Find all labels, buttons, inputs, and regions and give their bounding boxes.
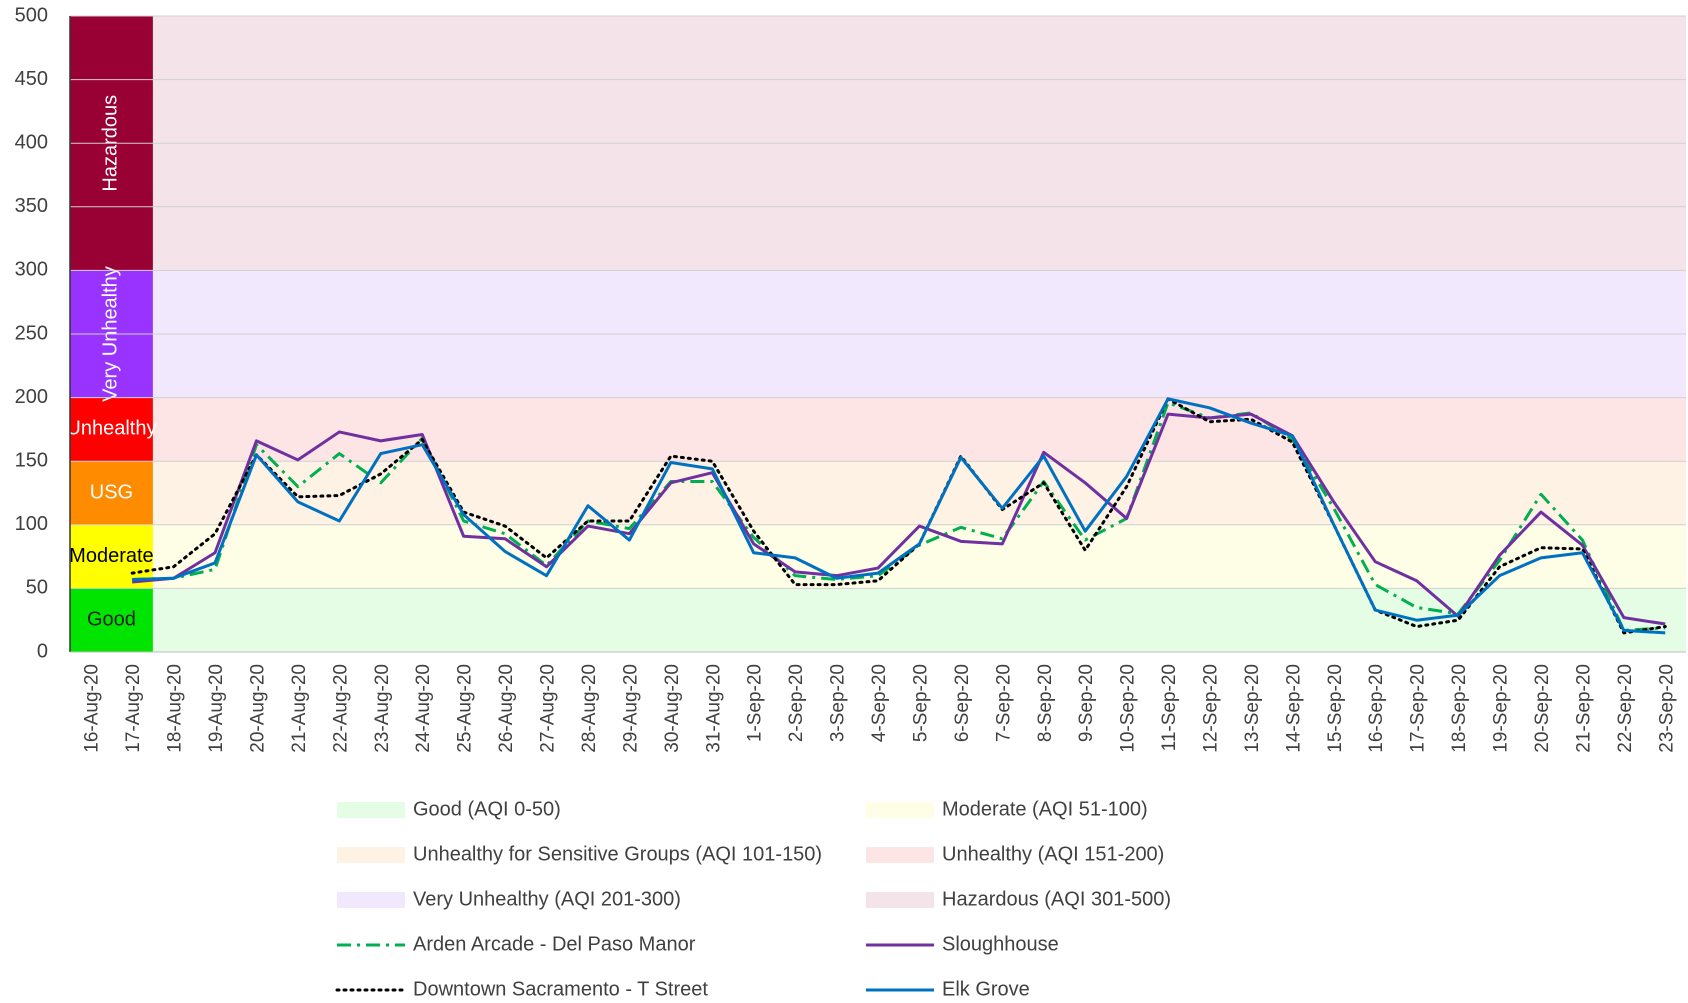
aqi-band — [70, 397, 1686, 462]
x-tick-label: 9-Sep-20 — [1076, 664, 1097, 742]
x-tick-label: 30-Aug-20 — [662, 664, 683, 753]
x-tick-label: 5-Sep-20 — [910, 664, 931, 742]
legend-label: Hazardous (AQI 301-500) — [942, 888, 1171, 910]
x-tick-label: 14-Sep-20 — [1283, 664, 1304, 753]
legend-label: Downtown Sacramento - T Street — [413, 978, 708, 1000]
x-tick-label: 10-Sep-20 — [1118, 664, 1139, 753]
x-tick-label: 3-Sep-20 — [828, 664, 849, 742]
x-tick-label: 17-Aug-20 — [123, 664, 144, 753]
aqi-strip — [70, 397, 153, 462]
x-tick-label: 22-Sep-20 — [1615, 664, 1636, 753]
x-tick-label: 16-Sep-20 — [1366, 664, 1387, 753]
aqi-band — [70, 461, 1686, 525]
x-tick-label: 21-Aug-20 — [289, 664, 310, 753]
x-tick-label: 17-Sep-20 — [1408, 664, 1429, 753]
x-tick-label: 18-Sep-20 — [1449, 664, 1470, 753]
legend-label: Elk Grove — [942, 978, 1030, 1000]
aqi-strip — [70, 588, 153, 652]
x-tick-label: 19-Sep-20 — [1491, 664, 1512, 753]
y-tick-label: 50 — [26, 577, 48, 599]
y-tick-label: 0 — [37, 640, 48, 662]
aqi-strip-label: Good — [87, 608, 136, 630]
y-tick-label: 250 — [15, 322, 48, 344]
aqi-strip — [70, 461, 153, 525]
legend-label: Good (AQI 0-50) — [413, 798, 561, 820]
legend-swatch — [337, 802, 405, 818]
legend-swatch — [337, 847, 405, 863]
x-tick-label: 19-Aug-20 — [206, 664, 227, 753]
legend-label: Unhealthy (AQI 151-200) — [942, 843, 1164, 865]
x-tick-label: 31-Aug-20 — [703, 664, 724, 753]
x-tick-label: 12-Sep-20 — [1201, 664, 1222, 753]
legend-label: Sloughhouse — [942, 933, 1059, 955]
x-tick-label: 29-Aug-20 — [620, 664, 641, 753]
y-tick-label: 150 — [15, 449, 48, 471]
y-tick-label: 100 — [15, 513, 48, 535]
legend-label: Moderate (AQI 51-100) — [942, 798, 1148, 820]
legend-label: Unhealthy for Sensitive Groups (AQI 101-… — [413, 843, 822, 865]
x-tick-label: 27-Aug-20 — [538, 664, 559, 753]
x-tick-label: 20-Sep-20 — [1532, 664, 1553, 753]
y-tick-label: 500 — [15, 4, 48, 26]
legend-swatch — [866, 802, 934, 818]
x-tick-label: 13-Sep-20 — [1242, 664, 1263, 753]
aqi-band — [70, 588, 1686, 652]
x-tick-label: 4-Sep-20 — [869, 664, 890, 742]
legend-swatch — [337, 892, 405, 908]
x-tick-label: 20-Aug-20 — [247, 664, 268, 753]
x-tick-label: 15-Sep-20 — [1325, 664, 1346, 753]
series-line — [132, 397, 1666, 635]
y-tick-label: 400 — [15, 131, 48, 153]
legend-label: Arden Arcade - Del Paso Manor — [413, 933, 696, 955]
x-tick-label: 24-Aug-20 — [413, 664, 434, 753]
series-line — [132, 401, 1666, 632]
x-tick-label: 23-Aug-20 — [372, 664, 393, 753]
aqi-strip-label: USG — [90, 481, 133, 503]
x-tick-label: 18-Aug-20 — [165, 664, 186, 753]
x-tick-label: 22-Aug-20 — [330, 664, 351, 753]
x-tick-label: 2-Sep-20 — [786, 664, 807, 742]
x-tick-label: 11-Sep-20 — [1159, 664, 1180, 751]
aqi-band — [70, 524, 1686, 589]
x-tick-label: 21-Sep-20 — [1573, 664, 1594, 753]
legend-label: Very Unhealthy (AQI 201-300) — [413, 888, 681, 910]
x-tick-label: 7-Sep-20 — [993, 664, 1014, 742]
y-tick-label: 300 — [15, 259, 48, 281]
y-tick-label: 200 — [15, 386, 48, 408]
x-tick-label: 6-Sep-20 — [952, 664, 973, 742]
legend-swatch — [866, 892, 934, 908]
aqi-strip-label: Moderate — [69, 545, 154, 567]
x-tick-label: 25-Aug-20 — [455, 664, 476, 753]
x-tick-label: 26-Aug-20 — [496, 664, 517, 753]
x-tick-label: 1-Sep-20 — [745, 664, 766, 742]
x-tick-label: 8-Sep-20 — [1035, 664, 1056, 742]
legend-swatch — [866, 847, 934, 863]
aqi-strip-label: Unhealthy — [66, 418, 156, 440]
x-tick-label: 23-Sep-20 — [1656, 664, 1677, 753]
x-tick-label: 28-Aug-20 — [579, 664, 600, 753]
series-line — [132, 412, 1666, 626]
y-tick-label: 450 — [15, 68, 48, 90]
y-tick-label: 350 — [15, 195, 48, 217]
x-tick-label: 16-Aug-20 — [82, 664, 103, 753]
